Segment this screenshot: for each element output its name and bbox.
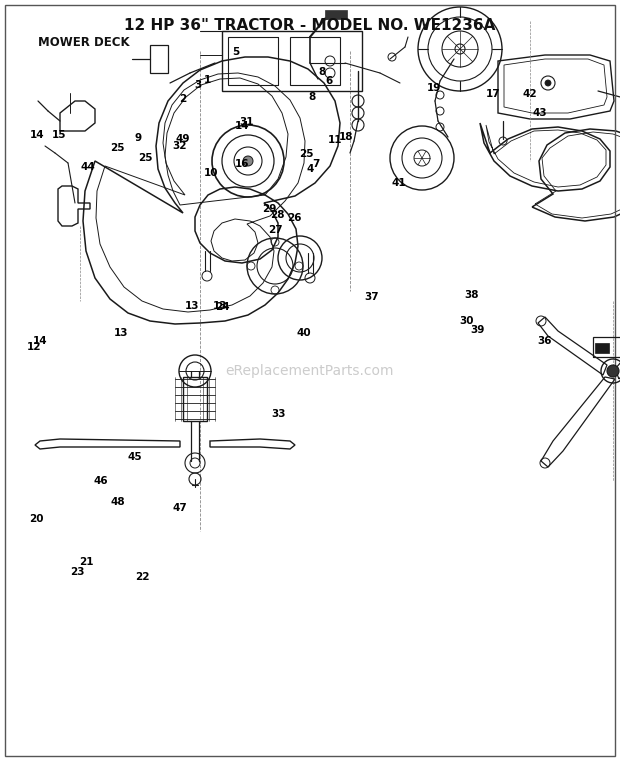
Text: 13: 13 [185, 301, 200, 311]
Text: 37: 37 [365, 291, 379, 302]
Text: 5: 5 [232, 46, 239, 57]
Text: 26: 26 [286, 212, 301, 223]
Text: 39: 39 [470, 325, 485, 336]
Text: 23: 23 [70, 567, 85, 578]
Text: MOWER DECK: MOWER DECK [38, 37, 130, 49]
Text: 14: 14 [234, 120, 249, 131]
Text: 44: 44 [81, 162, 95, 173]
Text: 38: 38 [464, 290, 479, 301]
Text: 33: 33 [272, 409, 286, 419]
Text: 22: 22 [135, 572, 150, 582]
Text: 28: 28 [270, 209, 285, 220]
Text: 2: 2 [179, 94, 187, 104]
Bar [593, 337, 620, 357]
Text: 43: 43 [532, 107, 547, 118]
Bar [228, 37, 278, 85]
Bar [222, 31, 362, 91]
Text: 7: 7 [312, 159, 320, 170]
Text: 13: 13 [113, 327, 128, 338]
Text: 36: 36 [537, 336, 552, 346]
Text: 3: 3 [195, 80, 202, 91]
Text: 1: 1 [204, 75, 211, 85]
Text: 41: 41 [392, 177, 407, 188]
Circle shape [545, 80, 551, 86]
Text: 25: 25 [299, 148, 314, 159]
Text: 8: 8 [319, 66, 326, 77]
Text: 25: 25 [138, 153, 153, 164]
Text: 30: 30 [459, 316, 474, 326]
Text: 49: 49 [175, 133, 190, 144]
Text: 31: 31 [239, 116, 254, 127]
Bar [183, 377, 207, 421]
Text: 18: 18 [339, 132, 353, 142]
Text: 14: 14 [33, 336, 48, 346]
Bar [290, 37, 340, 85]
Text: 42: 42 [523, 89, 538, 100]
Bar [150, 45, 168, 73]
Bar [595, 343, 609, 353]
Text: 12 HP 36" TRACTOR - MODEL NO. WE1236A: 12 HP 36" TRACTOR - MODEL NO. WE1236A [125, 18, 495, 33]
Text: 15: 15 [51, 130, 66, 141]
Text: 47: 47 [172, 503, 187, 514]
Text: 9: 9 [134, 132, 141, 143]
Text: 8: 8 [309, 92, 316, 103]
Circle shape [607, 365, 619, 377]
Text: 25: 25 [110, 142, 125, 153]
Text: 24: 24 [215, 302, 229, 313]
Text: 13: 13 [213, 301, 228, 311]
Text: 14: 14 [30, 130, 45, 141]
Text: 29: 29 [262, 203, 277, 214]
Text: 46: 46 [93, 476, 108, 486]
Text: 10: 10 [203, 167, 218, 178]
Text: 17: 17 [485, 88, 500, 99]
Text: 21: 21 [79, 556, 94, 567]
Text: 19: 19 [427, 82, 441, 93]
Text: 4: 4 [306, 164, 314, 174]
Text: 40: 40 [296, 328, 311, 339]
Text: 12: 12 [27, 342, 42, 352]
Text: 16: 16 [234, 159, 249, 170]
Text: 27: 27 [268, 224, 283, 235]
Text: 48: 48 [110, 497, 125, 508]
Bar [325, 10, 347, 19]
Text: 11: 11 [327, 135, 342, 145]
Circle shape [243, 156, 253, 166]
Text: 20: 20 [29, 514, 43, 524]
Text: 45: 45 [128, 451, 143, 462]
Text: eReplacementParts.com: eReplacementParts.com [226, 364, 394, 378]
Text: 32: 32 [172, 141, 187, 151]
Text: 6: 6 [325, 75, 332, 86]
